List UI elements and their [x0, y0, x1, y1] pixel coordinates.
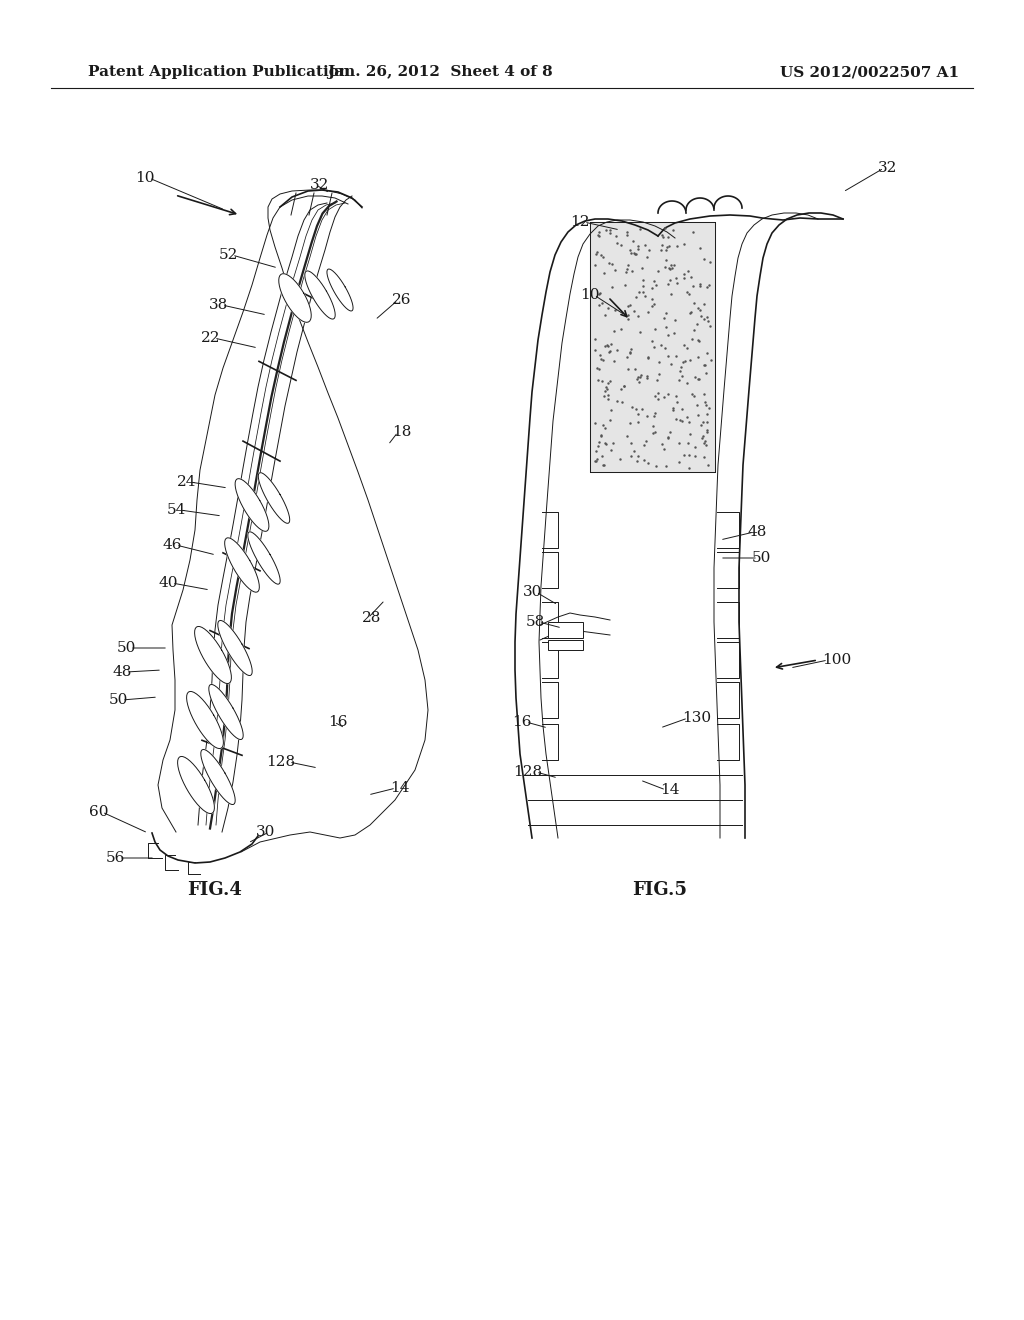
Text: 30: 30 [256, 825, 275, 840]
Text: 14: 14 [390, 781, 410, 795]
Text: 26: 26 [392, 293, 412, 308]
Text: 24: 24 [176, 475, 196, 488]
Text: FIG.4: FIG.4 [187, 880, 243, 899]
Text: Patent Application Publication: Patent Application Publication [88, 65, 350, 79]
Text: 38: 38 [209, 298, 228, 312]
FancyBboxPatch shape [548, 622, 583, 638]
Polygon shape [236, 479, 269, 532]
Text: 18: 18 [392, 425, 412, 440]
Text: 28: 28 [362, 611, 381, 624]
Polygon shape [327, 269, 353, 312]
Text: 50: 50 [117, 642, 136, 655]
Text: 130: 130 [682, 711, 711, 725]
Text: 48: 48 [748, 525, 767, 539]
Polygon shape [201, 750, 236, 804]
Text: 40: 40 [159, 576, 178, 590]
Polygon shape [209, 685, 243, 739]
Polygon shape [258, 473, 290, 523]
Text: 16: 16 [328, 715, 347, 729]
Text: 128: 128 [513, 766, 542, 779]
Polygon shape [248, 532, 281, 585]
Text: 128: 128 [266, 755, 295, 770]
Polygon shape [224, 537, 259, 593]
FancyBboxPatch shape [548, 640, 583, 649]
Text: 60: 60 [88, 805, 108, 818]
Text: 32: 32 [310, 178, 330, 191]
Polygon shape [218, 620, 252, 676]
Text: 58: 58 [525, 615, 545, 630]
Polygon shape [186, 692, 223, 748]
Polygon shape [305, 271, 335, 319]
Text: 10: 10 [581, 288, 600, 302]
Text: FIG.5: FIG.5 [633, 880, 687, 899]
Polygon shape [590, 222, 715, 473]
Text: 48: 48 [113, 665, 132, 678]
Text: 56: 56 [105, 851, 125, 865]
Text: 46: 46 [163, 539, 182, 552]
Text: 100: 100 [822, 653, 851, 667]
Polygon shape [177, 756, 214, 813]
Text: 10: 10 [135, 172, 155, 185]
Text: 50: 50 [109, 693, 128, 708]
Polygon shape [279, 273, 311, 322]
Text: Jan. 26, 2012  Sheet 4 of 8: Jan. 26, 2012 Sheet 4 of 8 [327, 65, 553, 79]
Text: 32: 32 [878, 161, 897, 176]
Text: 22: 22 [201, 331, 220, 345]
Text: 30: 30 [522, 585, 542, 599]
Text: 50: 50 [752, 550, 771, 565]
Text: 54: 54 [167, 503, 186, 517]
Polygon shape [195, 627, 231, 684]
Text: 14: 14 [660, 783, 680, 797]
Text: 12: 12 [570, 215, 590, 228]
Text: 52: 52 [219, 248, 238, 261]
Text: 16: 16 [512, 715, 532, 729]
Text: US 2012/0022507 A1: US 2012/0022507 A1 [780, 65, 959, 79]
